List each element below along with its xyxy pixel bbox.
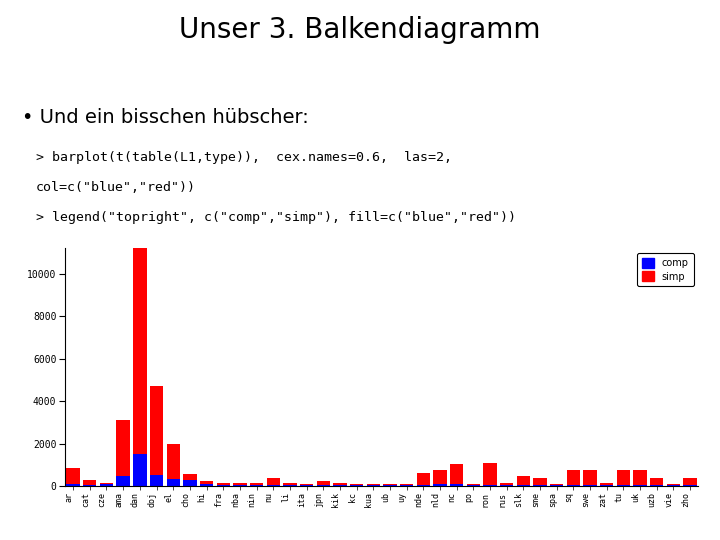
Bar — [500, 483, 513, 485]
Bar — [217, 485, 230, 486]
Bar — [250, 483, 264, 485]
Text: Unser 3. Balkendiagramm: Unser 3. Balkendiagramm — [179, 16, 541, 44]
Legend: comp, simp: comp, simp — [637, 253, 693, 286]
Text: > legend("topright", c("comp","simp"), fill=c("blue","red")): > legend("topright", c("comp","simp"), f… — [36, 211, 516, 224]
Bar — [467, 485, 480, 486]
Bar — [217, 483, 230, 485]
Bar — [400, 484, 413, 485]
Bar — [366, 485, 380, 486]
Bar — [583, 470, 597, 485]
Bar — [417, 485, 430, 486]
Bar — [333, 485, 346, 486]
Bar — [283, 485, 297, 486]
Bar — [550, 484, 563, 485]
Bar — [317, 481, 330, 485]
Bar — [100, 484, 113, 486]
Bar — [133, 232, 146, 454]
Bar — [66, 484, 80, 486]
Bar — [634, 470, 647, 485]
Bar — [617, 485, 630, 486]
Bar — [617, 470, 630, 485]
Bar — [383, 484, 397, 485]
Bar — [634, 485, 647, 486]
Bar — [150, 386, 163, 475]
Bar — [433, 484, 446, 486]
Bar — [166, 443, 180, 478]
Bar — [250, 485, 264, 486]
Bar — [517, 476, 530, 485]
Bar — [600, 485, 613, 486]
Bar — [117, 476, 130, 486]
Bar — [567, 470, 580, 485]
Bar — [417, 473, 430, 485]
Bar — [433, 470, 446, 484]
Bar — [300, 485, 313, 486]
Bar — [567, 485, 580, 486]
Bar — [534, 485, 546, 486]
Bar — [366, 484, 380, 485]
Bar — [600, 483, 613, 485]
Bar — [100, 483, 113, 484]
Bar — [650, 485, 663, 486]
Bar — [150, 475, 163, 486]
Bar — [683, 478, 697, 485]
Bar — [233, 483, 246, 485]
Bar — [183, 480, 197, 486]
Bar — [483, 485, 497, 486]
Bar — [83, 485, 96, 486]
Bar — [200, 484, 213, 486]
Bar — [517, 485, 530, 486]
Bar — [667, 485, 680, 486]
Bar — [333, 483, 346, 485]
Bar — [450, 464, 463, 484]
Bar — [483, 463, 497, 485]
Bar — [550, 485, 563, 486]
Bar — [450, 484, 463, 486]
Bar — [266, 485, 280, 486]
Bar — [650, 478, 663, 485]
Bar — [200, 481, 213, 484]
Bar — [266, 478, 280, 485]
Bar — [583, 485, 597, 486]
Bar — [667, 484, 680, 485]
Bar — [166, 478, 180, 486]
Text: > barplot(t(table(L1,type)),  cex.names=0.6,  las=2,: > barplot(t(table(L1,type)), cex.names=0… — [36, 151, 452, 164]
Bar — [534, 478, 546, 485]
Bar — [83, 480, 96, 485]
Bar — [133, 454, 146, 486]
Bar — [317, 485, 330, 486]
Bar — [350, 484, 364, 485]
Bar — [183, 474, 197, 480]
Bar — [300, 484, 313, 485]
Bar — [233, 485, 246, 486]
Bar — [283, 483, 297, 485]
Bar — [683, 485, 697, 486]
Text: col=c("blue","red")): col=c("blue","red")) — [36, 181, 196, 194]
Bar — [500, 485, 513, 486]
Text: • Und ein bisschen hübscher:: • Und ein bisschen hübscher: — [22, 108, 308, 127]
Bar — [383, 485, 397, 486]
Bar — [66, 468, 80, 484]
Bar — [467, 484, 480, 485]
Bar — [117, 420, 130, 476]
Bar — [400, 485, 413, 486]
Bar — [350, 485, 364, 486]
